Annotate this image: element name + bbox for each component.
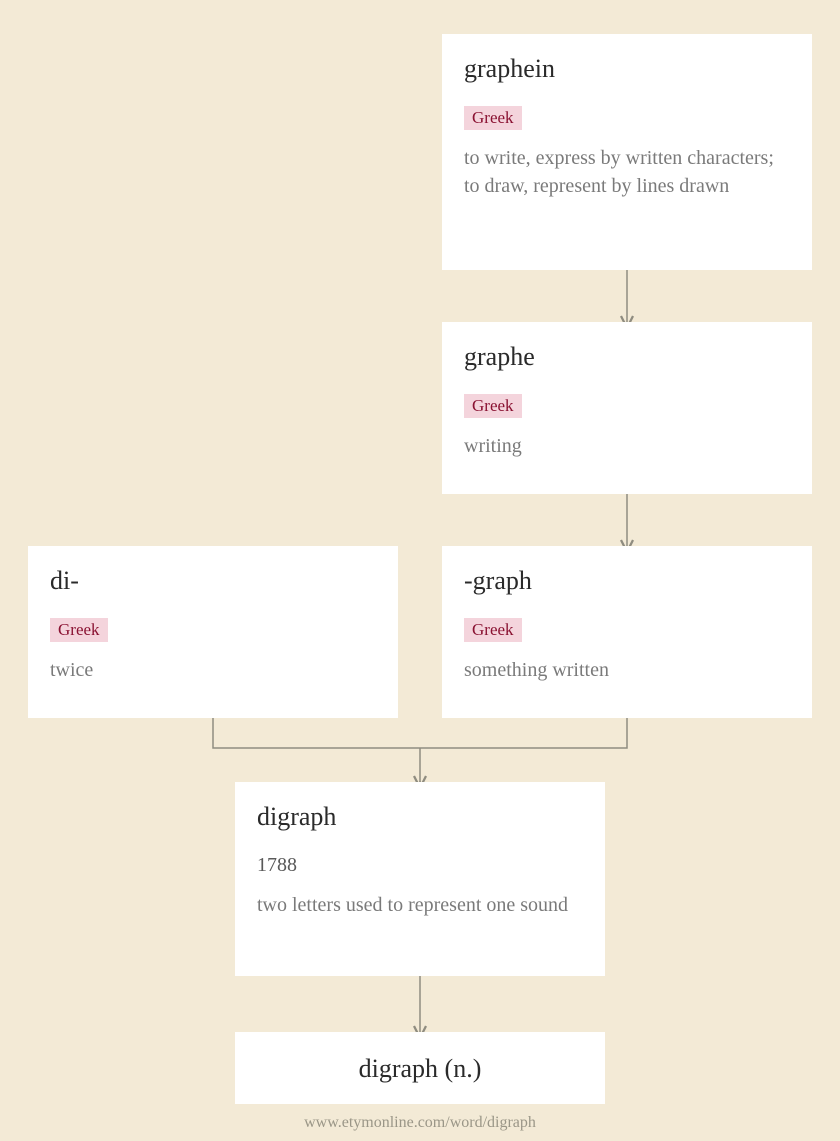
node-title: di- — [50, 566, 376, 596]
language-tag: Greek — [464, 394, 522, 418]
node-graphe: graphe Greek writing — [442, 322, 812, 494]
node-definition: twice — [50, 656, 376, 684]
language-tag: Greek — [50, 618, 108, 642]
node-di: di- Greek twice — [28, 546, 398, 718]
node-title: graphein — [464, 54, 790, 84]
node-graph: -graph Greek something written — [442, 546, 812, 718]
node-definition: to write, express by written characters;… — [464, 144, 790, 200]
node-definition: something written — [464, 656, 790, 684]
language-tag: Greek — [464, 618, 522, 642]
footer-url: www.etymonline.com/word/digraph — [0, 1114, 840, 1132]
node-final: digraph (n.) — [235, 1032, 605, 1104]
node-digraph: digraph 1788 two letters used to represe… — [235, 782, 605, 976]
final-title: digraph (n.) — [245, 1054, 595, 1084]
node-definition: writing — [464, 432, 790, 460]
node-graphein: graphein Greek to write, express by writ… — [442, 34, 812, 270]
language-tag: Greek — [464, 106, 522, 130]
node-title: graphe — [464, 342, 790, 372]
node-definition: two letters used to represent one sound — [257, 891, 583, 919]
node-title: digraph — [257, 802, 583, 832]
node-date: 1788 — [257, 854, 583, 877]
node-title: -graph — [464, 566, 790, 596]
